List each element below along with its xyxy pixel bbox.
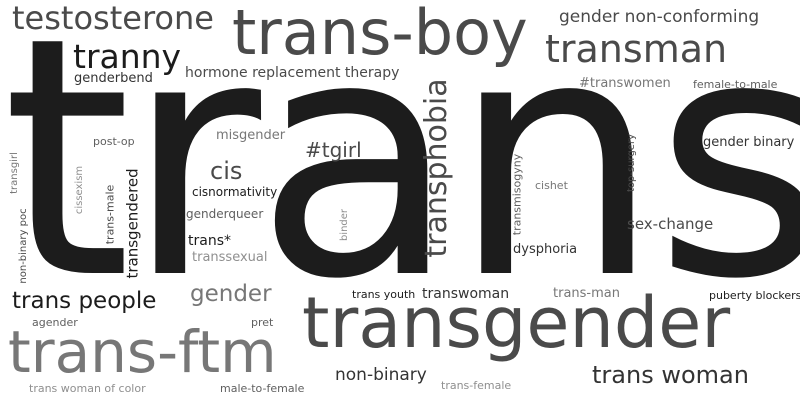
cloud-word: trans* bbox=[188, 233, 231, 249]
cloud-word: transwoman bbox=[422, 286, 510, 302]
cloud-word: trans woman of color bbox=[29, 382, 146, 395]
cloud-word: female-to-male bbox=[693, 78, 778, 91]
cloud-word: gender bbox=[190, 281, 272, 307]
cloud-word: transphobia bbox=[419, 78, 454, 258]
cloud-word: transgender bbox=[302, 282, 731, 364]
cloud-word: trans-boy bbox=[232, 0, 528, 69]
cloud-word: trans-female bbox=[441, 379, 512, 392]
cloud-word: cisnormativity bbox=[192, 185, 278, 199]
cloud-word: transmisogyny bbox=[510, 153, 524, 236]
cloud-word: male-to-female bbox=[220, 382, 305, 395]
cloud-word: agender bbox=[32, 316, 78, 329]
cloud-word: puberty blockers bbox=[709, 289, 800, 302]
cloud-word: trans-man bbox=[553, 286, 620, 301]
cloud-word: pret bbox=[251, 316, 274, 329]
cloud-word: post-op bbox=[93, 135, 135, 148]
cloud-word: #tgirl bbox=[305, 138, 362, 162]
cloud-word: transgirl bbox=[9, 152, 20, 194]
cloud-word: misgender bbox=[216, 128, 286, 143]
cloud-word: #transwomen bbox=[579, 76, 671, 91]
cloud-word: trans-male bbox=[103, 184, 117, 245]
cloud-word: gender binary bbox=[703, 135, 795, 150]
cloud-word: genderbend bbox=[74, 71, 153, 86]
cloud-word: non-binary bbox=[335, 365, 427, 385]
cloud-word: transsexual bbox=[192, 250, 268, 265]
cloud-word: cis bbox=[210, 157, 243, 185]
cloud-word: binder bbox=[339, 208, 350, 242]
cloud-word: cissexism bbox=[74, 165, 85, 215]
cloud-word: trans youth bbox=[352, 288, 416, 301]
cloud-word: trans woman bbox=[592, 361, 749, 389]
cloud-word: trans-ftm bbox=[8, 318, 277, 386]
cloud-word: transman bbox=[545, 27, 728, 71]
cloud-word: dysphoria bbox=[513, 242, 578, 257]
cloud-word: transgendered bbox=[123, 168, 142, 279]
cloud-word: gender non-conforming bbox=[559, 7, 760, 27]
cloud-word: cishet bbox=[535, 179, 568, 192]
cloud-word: testosterone bbox=[12, 0, 214, 37]
cloud-word: sex-change bbox=[627, 215, 714, 233]
cloud-word: top-surgery bbox=[626, 134, 637, 193]
cloud-word: trans people bbox=[12, 288, 157, 314]
cloud-word: genderqueer bbox=[186, 207, 264, 221]
cloud-word: tranny bbox=[73, 37, 182, 76]
cloud-word: trans bbox=[2, 0, 800, 351]
cloud-word: hormone replacement therapy bbox=[185, 65, 400, 81]
cloud-word: non-binary poc bbox=[18, 208, 29, 284]
